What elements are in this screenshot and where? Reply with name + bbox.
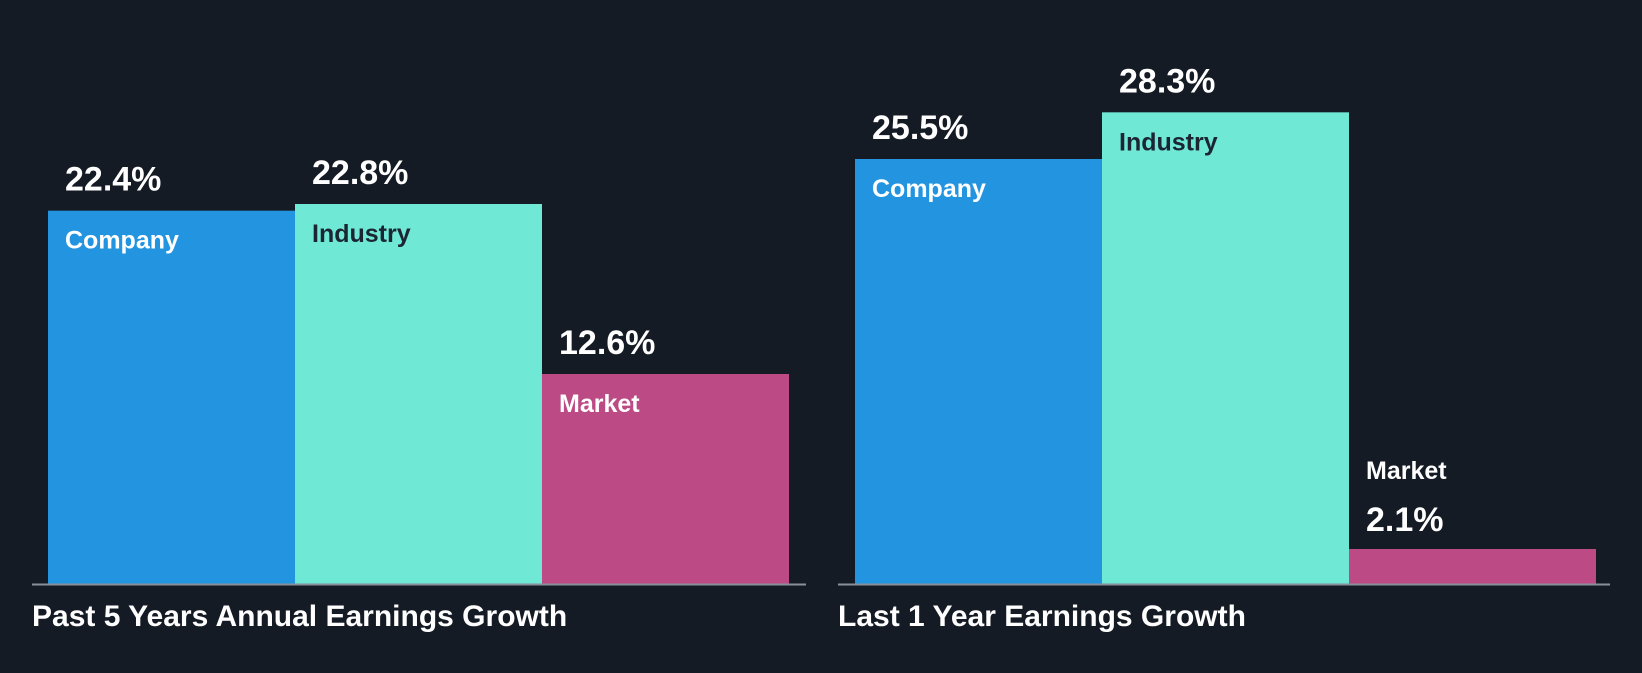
value-label-industry: 22.8% xyxy=(312,154,408,192)
value-label-company: 25.5% xyxy=(872,109,968,147)
chart-title: Past 5 Years Annual Earnings Growth xyxy=(32,600,567,633)
value-label-market: 12.6% xyxy=(559,324,655,362)
bar-market xyxy=(542,374,789,584)
value-label-company: 22.4% xyxy=(65,161,161,199)
category-label-industry: Industry xyxy=(312,220,411,248)
chart-last-1-year: 25.5% Company 28.3% Industry 2.1% Market Last … xyxy=(838,62,1610,633)
value-label-industry: 28.3% xyxy=(1119,62,1215,100)
category-label-company: Company xyxy=(872,175,986,203)
bar-market xyxy=(1349,549,1596,584)
category-label-market: Market xyxy=(559,390,640,418)
category-label-market: Market xyxy=(1366,457,1447,485)
bar-industry xyxy=(295,204,542,584)
chart-past-5-years: 22.4% Company 22.8% Industry 12.6% Market Past… xyxy=(32,154,806,633)
chart-title: Last 1 Year Earnings Growth xyxy=(838,600,1246,633)
value-label-market: 2.1% xyxy=(1366,501,1444,539)
bar-industry xyxy=(1102,112,1349,584)
category-label-industry: Industry xyxy=(1119,128,1218,156)
bar-company xyxy=(48,210,295,584)
category-label-company: Company xyxy=(65,227,179,255)
bar-company xyxy=(855,159,1102,584)
